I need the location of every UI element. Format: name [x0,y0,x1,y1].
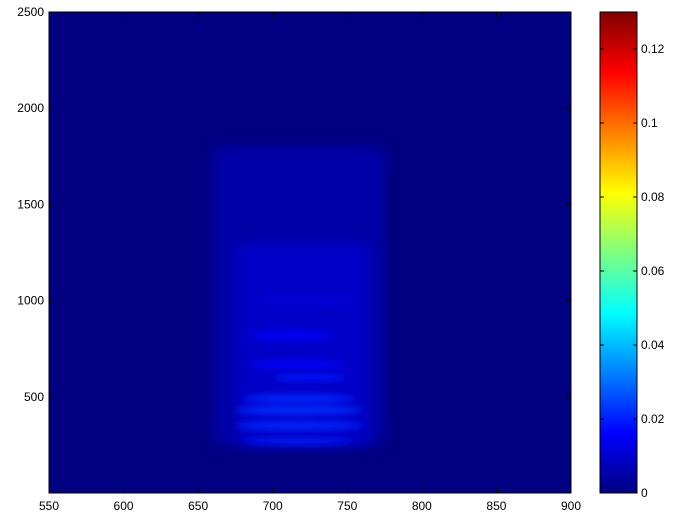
colorbar-tick-label: 0.06 [641,264,665,278]
heatmap-inner-column-1 [235,242,370,445]
heatmap-band-5 [272,374,348,381]
colorbar-tick-label: 0.1 [641,116,658,130]
x-axis: 550 600 650 700 750 800 850 900 [39,12,581,513]
x-tick-label: 800 [412,499,432,513]
colorbar-axis: 0 0.02 0.04 0.06 0.08 0.1 0.12 [600,42,665,500]
x-tick-label: 700 [263,499,283,513]
x-tick-label: 750 [337,499,357,513]
colorbar-tick-label: 0 [641,486,648,500]
y-tick-label: 1000 [17,294,44,308]
y-axis: 500 1000 1500 2000 2500 [17,5,571,404]
x-tick-label: 900 [561,499,581,513]
y-tick-label: 2500 [17,5,44,19]
y-tick-label: 2000 [17,101,44,115]
heatmap-band-3 [250,328,333,342]
y-tick-label: 1500 [17,197,44,211]
heatmap-band-9 [242,438,355,445]
colorbar-tick-label: 0.02 [641,412,665,426]
heatmap-band-6 [242,394,355,404]
colorbar-tick-label: 0.08 [641,190,665,204]
y-tick-label: 500 [24,390,44,404]
x-tick-label: 850 [486,499,506,513]
x-tick-label: 650 [188,499,208,513]
colorbar [599,11,638,494]
heatmap-intensity-layer [213,146,385,445]
heatmap-band-7 [235,405,363,415]
x-tick-label: 600 [114,499,134,513]
x-tick-label: 550 [39,499,59,513]
heatmap-band-8 [235,421,363,430]
colorbar-tick-label: 0.12 [641,42,665,56]
heatmap-band-4 [250,360,348,368]
plot-frame [48,11,572,494]
colorbar-tick-label: 0.04 [641,338,665,352]
heatmap-band-2 [257,294,355,307]
